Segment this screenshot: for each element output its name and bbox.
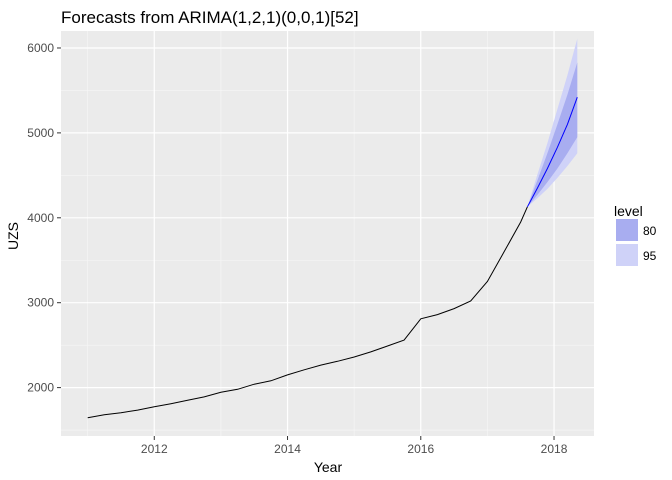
x-tick-label: 2016 [407,442,434,456]
legend-key-95 [616,244,638,266]
x-axis-ticks: 2012 2014 2016 2018 [141,436,568,456]
observed-line [87,206,528,419]
y-axis-title: UZS [5,222,21,250]
y-tick-label: 4000 [27,211,54,225]
y-axis-ticks: 2000 3000 4000 5000 6000 [27,41,61,395]
band-80 [527,62,578,207]
plot-panel [61,31,594,436]
x-tick-label: 2018 [541,442,568,456]
legend-label-80: 80 [643,224,657,238]
x-tick-label: 2012 [141,442,168,456]
legend-title: level [614,203,643,219]
series-lines [87,97,578,419]
band-95 [527,38,578,207]
prediction-intervals [527,38,578,207]
forecast-mean-line [526,97,578,208]
chart-title: Forecasts from ARIMA(1,2,1)(0,0,1)[52] [61,8,359,27]
y-tick-label: 3000 [27,296,54,310]
y-tick-label: 5000 [27,126,54,140]
legend: level 80 95 [614,203,657,266]
y-tick-label: 2000 [27,381,54,395]
x-axis-title: Year [314,459,343,475]
x-tick-label: 2014 [274,442,301,456]
legend-label-95: 95 [643,249,657,263]
major-gridlines [61,31,594,436]
y-tick-label: 6000 [27,41,54,55]
minor-gridlines [61,31,594,436]
legend-key-80 [616,219,638,241]
